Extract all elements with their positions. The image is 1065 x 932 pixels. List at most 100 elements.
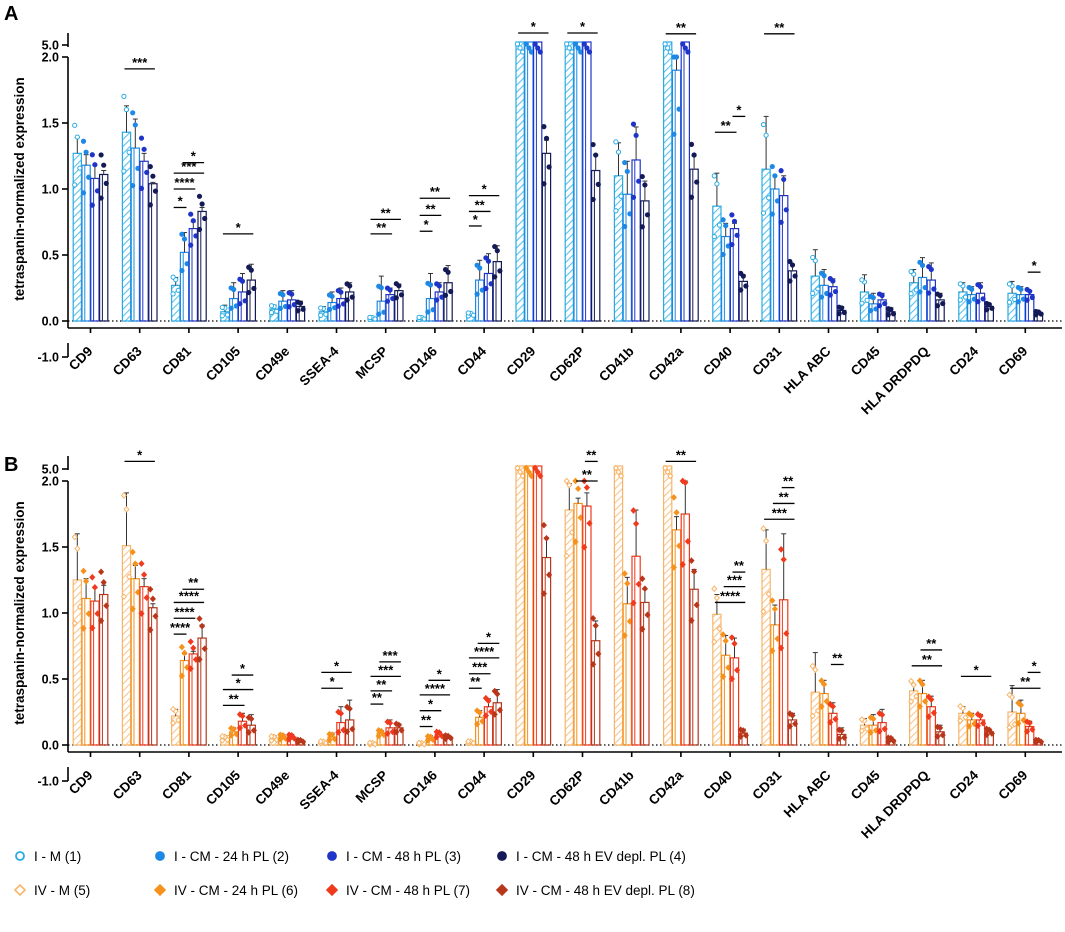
panel-a-data-point (89, 152, 95, 158)
panel-a-data-point (277, 305, 283, 311)
panel-a-data-point (908, 268, 914, 275)
panel-b-data-point (277, 731, 284, 739)
panel-a-data-point (103, 180, 109, 186)
panel-a-significance-label: ** (475, 197, 486, 212)
panel-a-data-point (908, 291, 914, 297)
panel-a-data-point (743, 283, 749, 289)
legend-label: I - CM - 48 h PL (3) (346, 849, 461, 864)
panel-a-data-point (868, 308, 874, 314)
panel-b-data-point (688, 557, 695, 564)
panel-b-data-point (581, 543, 588, 551)
panel-b-data-point (841, 734, 848, 741)
panel-b-data-point (103, 602, 110, 610)
panel-b-data-point (1006, 691, 1013, 699)
panel-a-data-point (72, 122, 78, 128)
panel-a-data-point (676, 106, 682, 112)
panel-b-data-point (326, 730, 333, 738)
panel-b-data-point (268, 732, 275, 740)
panel-b-data-point (885, 734, 892, 742)
panel-a-data-point (662, 41, 668, 47)
panel-a-bar (573, 41, 583, 322)
panel-b-data-point (644, 611, 651, 619)
panel-a-data-point (760, 210, 767, 216)
panel-a-data-point (1015, 284, 1021, 291)
panel-b-data-point (74, 545, 81, 552)
panel-a-bar (582, 41, 592, 322)
panel-b-category-label: CD44 (454, 767, 489, 802)
panel-b-data-point (1032, 736, 1039, 744)
panel-b-data-point (615, 468, 622, 476)
panel-b-data-point (639, 625, 646, 633)
panel-b-data-point (684, 538, 691, 545)
panel-b-significance-label: *** (472, 660, 488, 675)
panel-b: B tetraspanin-normalized expression -1.0 0… (4, 447, 1062, 841)
panel-b-data-point (664, 468, 671, 476)
panel-b-data-point (170, 719, 177, 727)
panel-b-data-point (624, 580, 631, 587)
panel-a-data-point (199, 201, 205, 207)
panel-b-data-point (219, 732, 226, 740)
panel-b-data-point (540, 521, 547, 529)
panel-a-data-point (688, 194, 695, 200)
panel-b-data-point (910, 681, 917, 689)
legend-label: IV - CM - 48 h PL (7) (346, 883, 470, 898)
panel-b-data-point (71, 533, 78, 541)
panel-a-data-point (202, 215, 208, 222)
panel-a-data-point (147, 202, 153, 208)
panel-a-data-point (729, 212, 735, 218)
panel-a-significance-label: * (236, 220, 242, 235)
panel-b-data-point (908, 677, 915, 685)
panel-a-data-point (393, 295, 399, 301)
panel-a-data-point (1006, 281, 1013, 287)
panel-a-data-point (268, 303, 275, 309)
panel-b-data-point (957, 702, 964, 710)
panel-a-significance-label: * (191, 149, 197, 164)
panel-a-data-point (827, 292, 833, 298)
panel-b-data-point (540, 590, 547, 597)
panel-b-data-point (734, 666, 741, 674)
panel-b-data-point (572, 477, 579, 485)
panel-a-bar (515, 41, 525, 322)
panel-b-significance-label: **** (425, 681, 446, 696)
panel-a-significance-label: * (1032, 258, 1038, 273)
panel-a-bar (590, 169, 601, 322)
panel-a-data-point (864, 297, 870, 303)
panel-b-letter: B (4, 454, 18, 476)
panel-a-data-point (526, 45, 532, 51)
panel-a-data-point (83, 149, 89, 155)
panel-b-data-point (474, 720, 481, 728)
panel-a-bar (640, 200, 650, 322)
panel-a-data-point (815, 286, 821, 292)
panel-a-data-point (760, 121, 767, 128)
panel-a-category-label: CD69 (995, 344, 1030, 379)
legend-label: IV - CM - 48 h EV depl. PL (8) (516, 883, 695, 898)
panel-a-data-point (671, 54, 677, 60)
panel-b-bar (524, 465, 534, 746)
panel-a-y-tick-label: 1.5 (42, 117, 59, 131)
panel-b-category-label: MCSP (353, 768, 391, 806)
panel-b-data-point (957, 717, 964, 725)
panel-a-data-point (300, 306, 306, 312)
panel-b-data-point (517, 468, 524, 476)
panel-a-bar (680, 41, 691, 322)
panel-b-significance-label: ** (676, 447, 687, 462)
panel-a-data-point (141, 146, 147, 152)
panel-b-category-label: CD81 (159, 767, 194, 802)
panel-b-data-point (250, 727, 257, 734)
panel-a-data-point (836, 304, 842, 310)
panel-b-data-point (496, 706, 503, 714)
panel-a-data-point (251, 285, 257, 292)
panel-b-data-point (393, 728, 400, 736)
panel-a-data-point (975, 299, 981, 305)
panel-b-data-point (809, 662, 816, 670)
panel-b-data-point (1015, 699, 1022, 707)
panel-a-data-point (184, 261, 190, 267)
panel-a: A tetraspanin-normalized expression -1.0 0… (4, 3, 1062, 417)
panel-b-data-point (980, 719, 987, 727)
panel-a-data-point (859, 300, 865, 306)
panel-a-data-point (975, 282, 981, 288)
panel-a-data-point (590, 141, 596, 148)
panel-a-data-point (882, 300, 888, 307)
panel-b-data-point (818, 677, 825, 685)
panel-a-data-point (810, 290, 816, 297)
